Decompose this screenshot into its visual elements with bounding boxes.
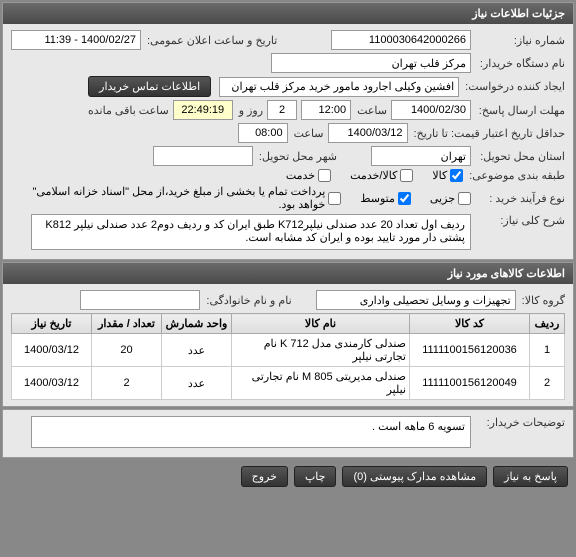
table-header-row: ردیف کد کالا نام کالا واحد شمارش تعداد /… xyxy=(12,314,565,334)
time-left-input xyxy=(173,100,233,120)
deadline-date-input[interactable] xyxy=(391,100,471,120)
cell-code: 1111100156120049 xyxy=(410,367,530,400)
need-details-panel: جزئیات اطلاعات نیاز شماره نیاز: تاریخ و … xyxy=(2,2,574,260)
delivery-state-input[interactable] xyxy=(371,146,471,166)
cell-date: 1400/03/12 xyxy=(12,334,92,367)
time-left-label: ساعت باقی مانده xyxy=(86,104,169,117)
col-qty: تعداد / مقدار xyxy=(92,314,162,334)
cell-name-text: صندلی مدیریتی M 805 نام تجارتی نیلپر xyxy=(252,371,406,396)
goods-table: ردیف کد کالا نام کالا واحد شمارش تعداد /… xyxy=(11,313,565,400)
col-name: نام کالا xyxy=(232,314,410,334)
deadline-hour-input[interactable] xyxy=(301,100,351,120)
print-button[interactable]: چاپ xyxy=(294,466,337,487)
goods-service-checkbox[interactable] xyxy=(400,169,413,182)
delivery-state-label: استان محل تحویل: xyxy=(475,150,565,163)
goods-checkbox[interactable] xyxy=(450,169,463,182)
contact-button[interactable]: اطلاعات تماس خریدار xyxy=(88,76,211,97)
panel1-header: جزئیات اطلاعات نیاز xyxy=(3,3,573,24)
attachments-button[interactable]: مشاهده مدارک پیوستی (0) xyxy=(342,466,487,487)
sub-input[interactable] xyxy=(80,290,200,310)
cell-name: صندلی مدیریتی M 805 نام تجارتی نیلپر xyxy=(232,367,410,400)
cell-unit: عدد xyxy=(162,367,232,400)
cell-qty: 20 xyxy=(92,334,162,367)
group-input[interactable] xyxy=(316,290,516,310)
delivery-city-label: شهر محل تحویل: xyxy=(257,150,337,163)
small-cb-label: جزیی xyxy=(430,192,455,205)
service-cb-label: خدمت xyxy=(286,169,315,182)
delivery-city-input[interactable] xyxy=(153,146,253,166)
group-label: گروه کالا: xyxy=(520,294,565,307)
cell-qty: 2 xyxy=(92,367,162,400)
col-unit: واحد شمارش xyxy=(162,314,232,334)
service-checkbox[interactable] xyxy=(318,169,331,182)
footer-buttons: پاسخ به نیاز مشاهده مدارک پیوستی (0) چاپ… xyxy=(0,460,576,493)
partial-pay-label: پرداخت تمام یا بخشی از مبلغ خرید،از محل … xyxy=(11,185,325,211)
col-date: تاریخ نیاز xyxy=(12,314,92,334)
need-number-label: شماره نیاز: xyxy=(475,34,565,47)
col-code: کد کالا xyxy=(410,314,530,334)
hour-label-1: ساعت xyxy=(355,104,387,117)
table-row[interactable]: 2 1111100156120049 صندلی مدیریتی M 805 ن… xyxy=(12,367,565,400)
validity-label: حداقل تاریخ اعتبار قیمت: تا تاریخ: xyxy=(412,127,565,140)
cell-name: صندلی کارمندی مدل K 712 نام تجارتی نیلپر xyxy=(232,334,410,367)
deadline-label: مهلت ارسال پاسخ: xyxy=(475,104,565,117)
small-checkbox[interactable] xyxy=(458,192,471,205)
process-label: نوع فرآیند خرید : xyxy=(475,192,565,205)
col-row: ردیف xyxy=(530,314,565,334)
table-row[interactable]: 1 1111100156120036 صندلی کارمندی مدل K 7… xyxy=(12,334,565,367)
general-desc-label: شرح کلی نیاز: xyxy=(475,214,565,227)
need-number-input[interactable] xyxy=(331,30,471,50)
buyer-notes-textarea[interactable] xyxy=(31,416,471,448)
goods-cb-label: کالا xyxy=(432,169,447,182)
buyer-notes-label: توضیحات خریدار: xyxy=(475,416,565,429)
creator-input[interactable] xyxy=(219,77,459,97)
medium-checkbox[interactable] xyxy=(398,192,411,205)
announce-label: تاریخ و ساعت اعلان عمومی: xyxy=(145,34,277,47)
days-input[interactable] xyxy=(267,100,297,120)
medium-cb-label: متوسط xyxy=(360,192,395,205)
validity-hour-input[interactable] xyxy=(238,123,288,143)
days-label: روز و xyxy=(237,104,263,117)
cell-n: 2 xyxy=(530,367,565,400)
buyer-notes-panel: توضیحات خریدار: xyxy=(2,409,574,458)
buyer-label: نام دستگاه خریدار: xyxy=(475,57,565,70)
general-desc-textarea[interactable] xyxy=(31,214,471,250)
hour-label-2: ساعت xyxy=(292,127,324,140)
creator-label: ایجاد کننده درخواست: xyxy=(463,80,565,93)
goods-panel: اطلاعات کالاهای مورد نیاز گروه کالا: نام… xyxy=(2,262,574,407)
cell-date: 1400/03/12 xyxy=(12,367,92,400)
cell-unit: عدد xyxy=(162,334,232,367)
cell-code: 1111100156120036 xyxy=(410,334,530,367)
partial-pay-checkbox[interactable] xyxy=(328,192,341,205)
cell-n: 1 xyxy=(530,334,565,367)
respond-button[interactable]: پاسخ به نیاز xyxy=(493,466,568,487)
classify-label: طبقه بندی موضوعی: xyxy=(467,169,565,182)
validity-date-input[interactable] xyxy=(328,123,408,143)
panel2-header: اطلاعات کالاهای مورد نیاز xyxy=(3,263,573,284)
sub-label: نام و نام خانوادگی: xyxy=(204,294,291,307)
goods-service-cb-label: کالا/خدمت xyxy=(350,169,397,182)
announce-input[interactable] xyxy=(11,30,141,50)
exit-button[interactable]: خروج xyxy=(241,466,288,487)
buyer-input[interactable] xyxy=(271,53,471,73)
